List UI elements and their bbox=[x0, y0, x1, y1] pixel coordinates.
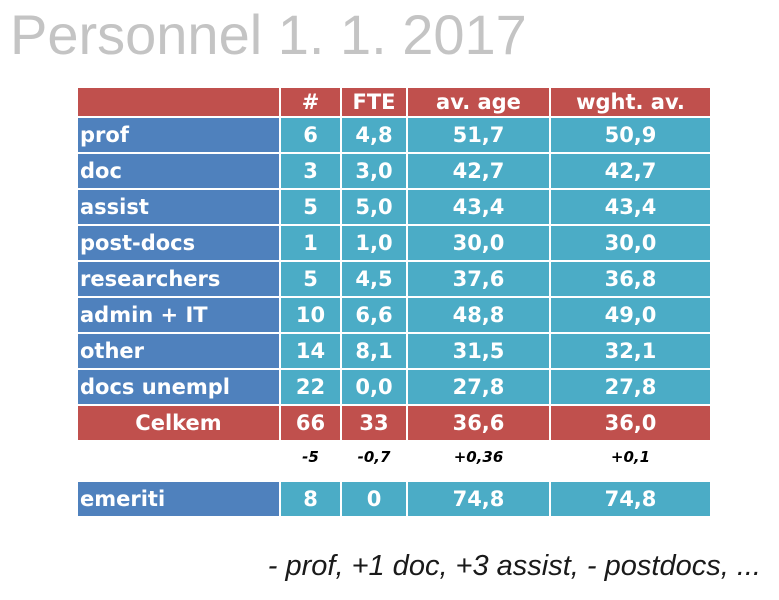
table-row: other 14 8,1 31,5 32,1 bbox=[76, 332, 712, 370]
row-count: 5 bbox=[279, 188, 342, 226]
spacer-cell bbox=[280, 473, 341, 481]
personnel-table: # FTE av. age wght. av. prof 6 4,8 51,7 … bbox=[76, 86, 712, 518]
header-fte: FTE bbox=[340, 86, 408, 118]
row-count: 6 bbox=[279, 116, 342, 154]
row-label: assist bbox=[76, 188, 281, 226]
total-count: 66 bbox=[279, 404, 342, 442]
spacer-cell bbox=[77, 473, 280, 481]
row-count: 22 bbox=[279, 368, 342, 406]
table-row: doc 3 3,0 42,7 42,7 bbox=[76, 152, 712, 190]
diff-wght-av: +0,1 bbox=[549, 440, 712, 474]
row-count: 10 bbox=[279, 296, 342, 334]
spacer-row bbox=[77, 473, 711, 481]
table-header-row: # FTE av. age wght. av. bbox=[76, 86, 712, 118]
total-row: Celkem 66 33 36,6 36,0 bbox=[76, 404, 712, 442]
table-row: docs unempl 22 0,0 27,8 27,8 bbox=[76, 368, 712, 406]
row-count: 1 bbox=[279, 224, 342, 262]
emeriti-row: emeriti 8 0 74,8 74,8 bbox=[76, 480, 712, 518]
header-blank-cell bbox=[76, 86, 281, 118]
row-label: docs unempl bbox=[76, 368, 281, 406]
row-wght-av: 36,8 bbox=[549, 260, 712, 298]
row-wght-av: 42,7 bbox=[549, 152, 712, 190]
emeriti-wght-av: 74,8 bbox=[549, 480, 712, 518]
row-label: other bbox=[76, 332, 281, 370]
row-fte: 1,0 bbox=[340, 224, 408, 262]
diff-row: -5 -0,7 +0,36 +0,1 bbox=[76, 440, 712, 474]
row-wght-av: 49,0 bbox=[549, 296, 712, 334]
row-label: prof bbox=[76, 116, 281, 154]
row-wght-av: 50,9 bbox=[549, 116, 712, 154]
total-fte: 33 bbox=[340, 404, 408, 442]
slide-title: Personnel 1. 1. 2017 bbox=[10, 3, 527, 66]
row-av-age: 48,8 bbox=[406, 296, 551, 334]
row-fte: 8,1 bbox=[340, 332, 408, 370]
row-av-age: 43,4 bbox=[406, 188, 551, 226]
row-fte: 4,5 bbox=[340, 260, 408, 298]
row-wght-av: 27,8 bbox=[549, 368, 712, 406]
row-wght-av: 43,4 bbox=[549, 188, 712, 226]
spacer-cell bbox=[341, 473, 407, 481]
row-fte: 6,6 bbox=[340, 296, 408, 334]
total-av-age: 36,6 bbox=[406, 404, 551, 442]
row-wght-av: 32,1 bbox=[549, 332, 712, 370]
table-row: researchers 5 4,5 37,6 36,8 bbox=[76, 260, 712, 298]
row-av-age: 51,7 bbox=[406, 116, 551, 154]
table-row: post-docs 1 1,0 30,0 30,0 bbox=[76, 224, 712, 262]
row-av-age: 37,6 bbox=[406, 260, 551, 298]
row-label: doc bbox=[76, 152, 281, 190]
spacer-cell bbox=[550, 473, 711, 481]
row-label: post-docs bbox=[76, 224, 281, 262]
emeriti-count: 8 bbox=[279, 480, 342, 518]
spacer-cell bbox=[407, 473, 550, 481]
header-av-age: av. age bbox=[406, 86, 551, 118]
header-wght-av: wght. av. bbox=[549, 86, 712, 118]
row-fte: 0,0 bbox=[340, 368, 408, 406]
emeriti-label: emeriti bbox=[76, 480, 281, 518]
row-count: 5 bbox=[279, 260, 342, 298]
row-av-age: 31,5 bbox=[406, 332, 551, 370]
emeriti-av-age: 74,8 bbox=[406, 480, 551, 518]
table-row: prof 6 4,8 51,7 50,9 bbox=[76, 116, 712, 154]
header-count: # bbox=[279, 86, 342, 118]
row-fte: 3,0 bbox=[340, 152, 408, 190]
table-row: admin + IT 10 6,6 48,8 49,0 bbox=[76, 296, 712, 334]
total-label: Celkem bbox=[76, 404, 281, 442]
diff-blank-cell bbox=[76, 440, 281, 474]
diff-fte: -0,7 bbox=[340, 440, 408, 474]
row-av-age: 27,8 bbox=[406, 368, 551, 406]
row-av-age: 30,0 bbox=[406, 224, 551, 262]
diff-count: -5 bbox=[279, 440, 342, 474]
row-count: 14 bbox=[279, 332, 342, 370]
row-wght-av: 30,0 bbox=[549, 224, 712, 262]
row-av-age: 42,7 bbox=[406, 152, 551, 190]
table-row: assist 5 5,0 43,4 43,4 bbox=[76, 188, 712, 226]
row-fte: 5,0 bbox=[340, 188, 408, 226]
footnote: - prof, +1 doc, +3 assist, - postdocs, .… bbox=[267, 550, 761, 582]
diff-av-age: +0,36 bbox=[406, 440, 551, 474]
emeriti-fte: 0 bbox=[340, 480, 408, 518]
row-label: researchers bbox=[76, 260, 281, 298]
row-count: 3 bbox=[279, 152, 342, 190]
row-fte: 4,8 bbox=[340, 116, 408, 154]
row-label: admin + IT bbox=[76, 296, 281, 334]
total-wght-av: 36,0 bbox=[549, 404, 712, 442]
